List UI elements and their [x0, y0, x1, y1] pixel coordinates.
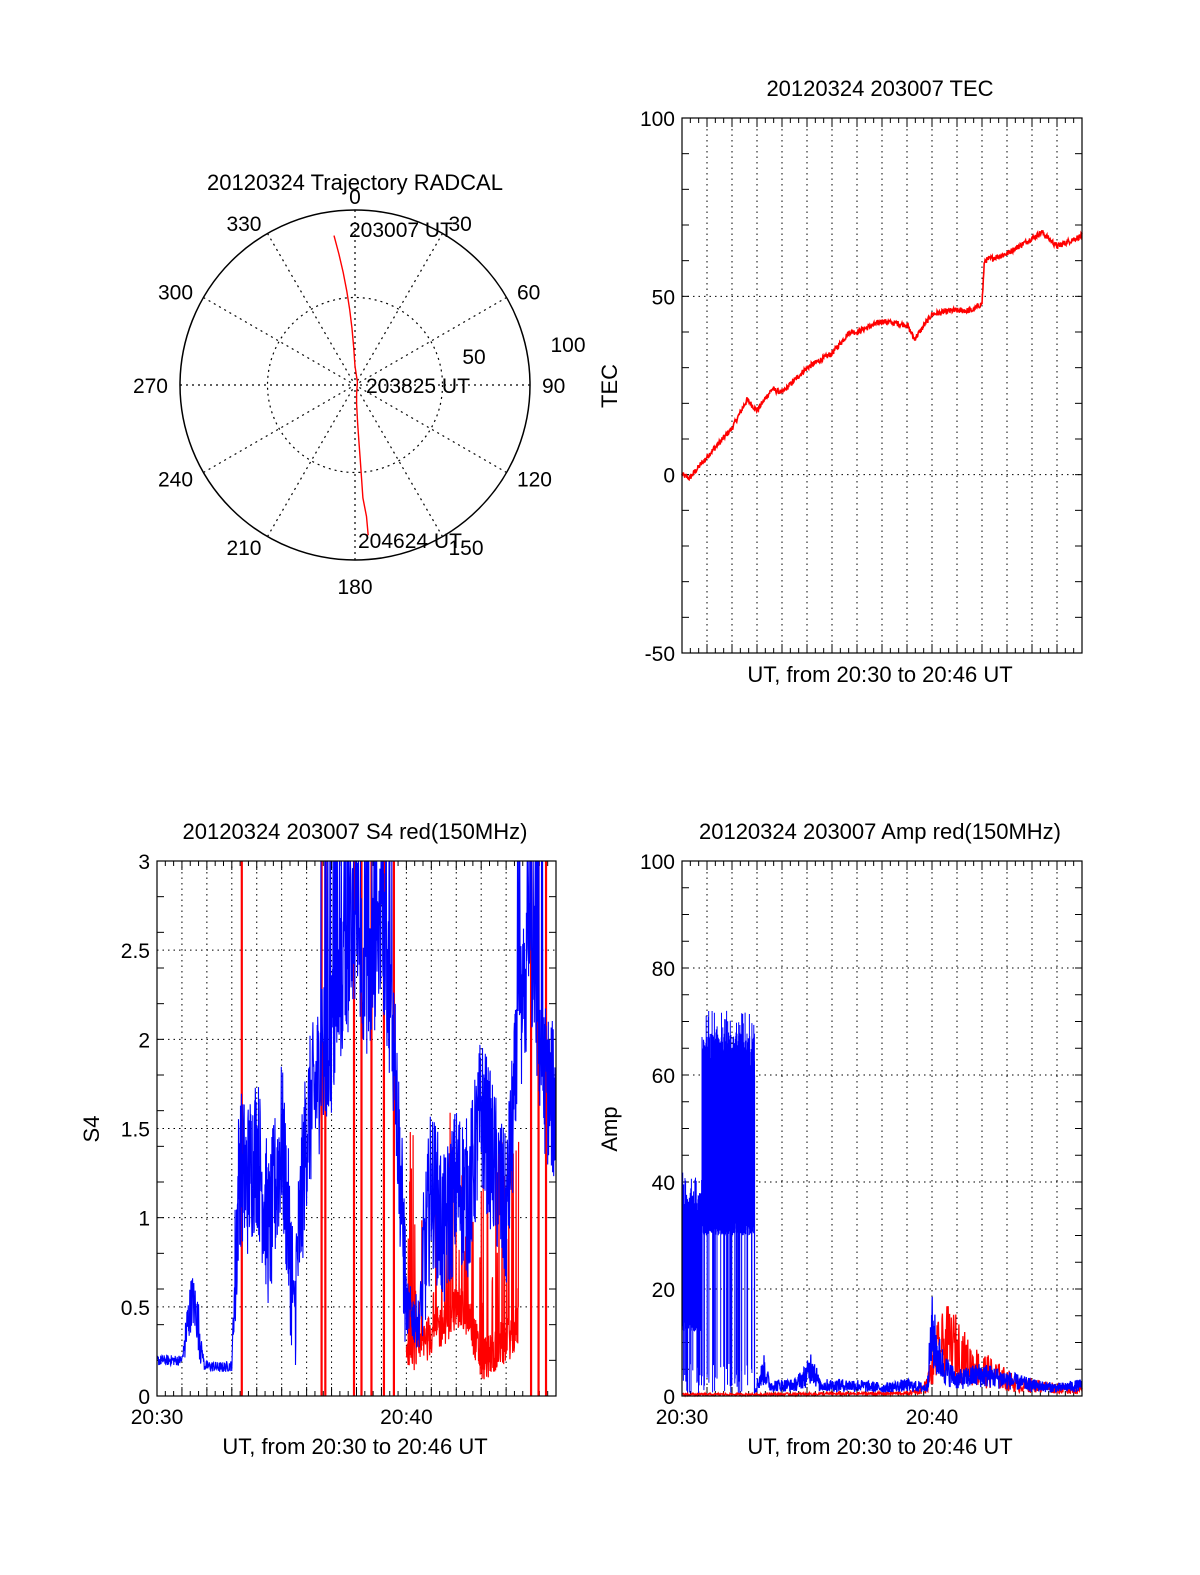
polar-angle-label-30: 30 — [449, 213, 472, 236]
s4-ytick-label: 2.5 — [121, 940, 150, 963]
radial-label-50: 50 — [462, 346, 485, 369]
amp-frame — [681, 860, 1083, 1397]
polar-angle-labels: 0 30 60 90 120 150 180 210 240 270 300 330 — [133, 186, 565, 599]
polar-angle-label-330: 330 — [226, 213, 261, 236]
amp-blue-series-line — [753, 1296, 1083, 1394]
amp-ylabel: Amp — [597, 1106, 622, 1151]
polar-angle-label-210: 210 — [226, 537, 261, 560]
polar-spoke-150 — [266, 233, 444, 537]
mid-time-annotation: 203825 UT — [366, 375, 470, 398]
amp-y-tick-labels: 0 20 40 60 80 100 — [640, 851, 675, 1409]
amp-ytick-label: 0 — [663, 1386, 675, 1409]
s4-red-spikes — [240, 861, 548, 1396]
polar-angle-label-240: 240 — [158, 469, 193, 492]
s4-frame — [156, 860, 557, 1397]
s4-xlabel: UT, from 20:30 to 20:46 UT — [222, 1434, 487, 1459]
amp-title: 20120324 203007 Amp red(150MHz) — [699, 819, 1061, 844]
amp-ytick-label: 80 — [652, 958, 675, 981]
tec-tick-marks — [681, 117, 1083, 654]
tec-ylabel: TEC — [597, 364, 622, 408]
tec-series-line — [681, 229, 1083, 482]
polar-angle-label-120: 120 — [517, 469, 552, 492]
polar-angle-label-150: 150 — [449, 537, 484, 560]
amp-xtick-label: 20:30 — [656, 1406, 709, 1429]
amp-ytick-label: 60 — [652, 1065, 675, 1088]
tec-frame — [681, 117, 1083, 654]
polar-grid — [180, 210, 530, 560]
amp-blue-band-0 — [681, 1172, 703, 1396]
start-time-annotation: 203007 UT — [349, 219, 453, 242]
polar-angle-label-270: 270 — [133, 375, 168, 398]
polar-ring-50 — [266, 296, 444, 474]
amp-blue-noise-bands — [681, 1010, 756, 1396]
amp-ytick-label: 20 — [652, 1279, 675, 1302]
polar-angle-label-60: 60 — [517, 282, 540, 305]
s4-y-tick-labels: 0 0.5 1 1.5 2 2.5 3 — [121, 851, 150, 1409]
amp-xlabel: UT, from 20:30 to 20:46 UT — [747, 1434, 1012, 1459]
s4-ytick-label: 1.5 — [121, 1119, 150, 1142]
polar-angle-label-0: 0 — [349, 186, 361, 209]
s4-title: 20120324 203007 S4 red(150MHz) — [183, 819, 528, 844]
tec-ytick-label: -50 — [645, 643, 675, 666]
tec-y-tick-labels: -50 0 50 100 — [640, 108, 675, 666]
polar-angle-label-90: 90 — [542, 375, 565, 398]
tec-chart: 20120324 203007 TEC -50 0 50 100 TEC UT, fr… — [597, 76, 1083, 687]
s4-ylabel: S4 — [79, 1116, 104, 1143]
amp-x-tick-labels: 20:30 20:40 — [656, 1406, 959, 1429]
s4-xtick-label: 20:40 — [380, 1406, 433, 1429]
s4-xtick-label: 20:30 — [131, 1406, 184, 1429]
radial-label-100: 100 — [550, 334, 585, 357]
polar-angle-label-300: 300 — [158, 282, 193, 305]
polar-outer-circle — [179, 209, 531, 561]
tec-ytick-label: 100 — [640, 108, 675, 131]
s4-ytick-label: 1 — [138, 1208, 150, 1231]
s4-chart: 20120324 203007 S4 red(150MHz) 0 0.5 1 1.5 2… — [79, 819, 557, 1459]
amp-red-series-line — [681, 1305, 1083, 1398]
s4-ytick-label: 0 — [138, 1386, 150, 1409]
end-time-annotation: 204624 UT — [358, 530, 462, 553]
trajectory-polar-plot: 20120324 Trajectory RADCAL 0 30 60 90 120 150… — [133, 170, 586, 599]
s4-red-series-line — [405, 1112, 520, 1380]
s4-ytick-label: 3 — [138, 851, 150, 874]
tec-ytick-label: 50 — [652, 286, 675, 309]
tec-ytick-label: 0 — [663, 465, 675, 488]
amp-ytick-label: 100 — [640, 851, 675, 874]
amp-ytick-label: 40 — [652, 1172, 675, 1195]
tec-grid — [682, 118, 1082, 653]
tec-xlabel: UT, from 20:30 to 20:46 UT — [747, 662, 1012, 687]
s4-ytick-label: 2 — [138, 1029, 150, 1052]
tec-title: 20120324 203007 TEC — [766, 76, 993, 101]
s4-blue-series-line — [156, 860, 557, 1373]
s4-x-tick-labels: 20:30 20:40 — [131, 1406, 433, 1429]
polar-title: 20120324 Trajectory RADCAL — [207, 170, 503, 195]
trajectory-track — [333, 235, 369, 536]
polar-angle-label-180: 180 — [337, 576, 372, 599]
amp-blue-band-1 — [701, 1010, 755, 1396]
s4-ytick-label: 0.5 — [121, 1297, 150, 1320]
amp-chart: 20120324 203007 Amp red(150MHz) 0 20 40 60 8… — [597, 819, 1083, 1459]
amp-xtick-label: 20:40 — [906, 1406, 959, 1429]
